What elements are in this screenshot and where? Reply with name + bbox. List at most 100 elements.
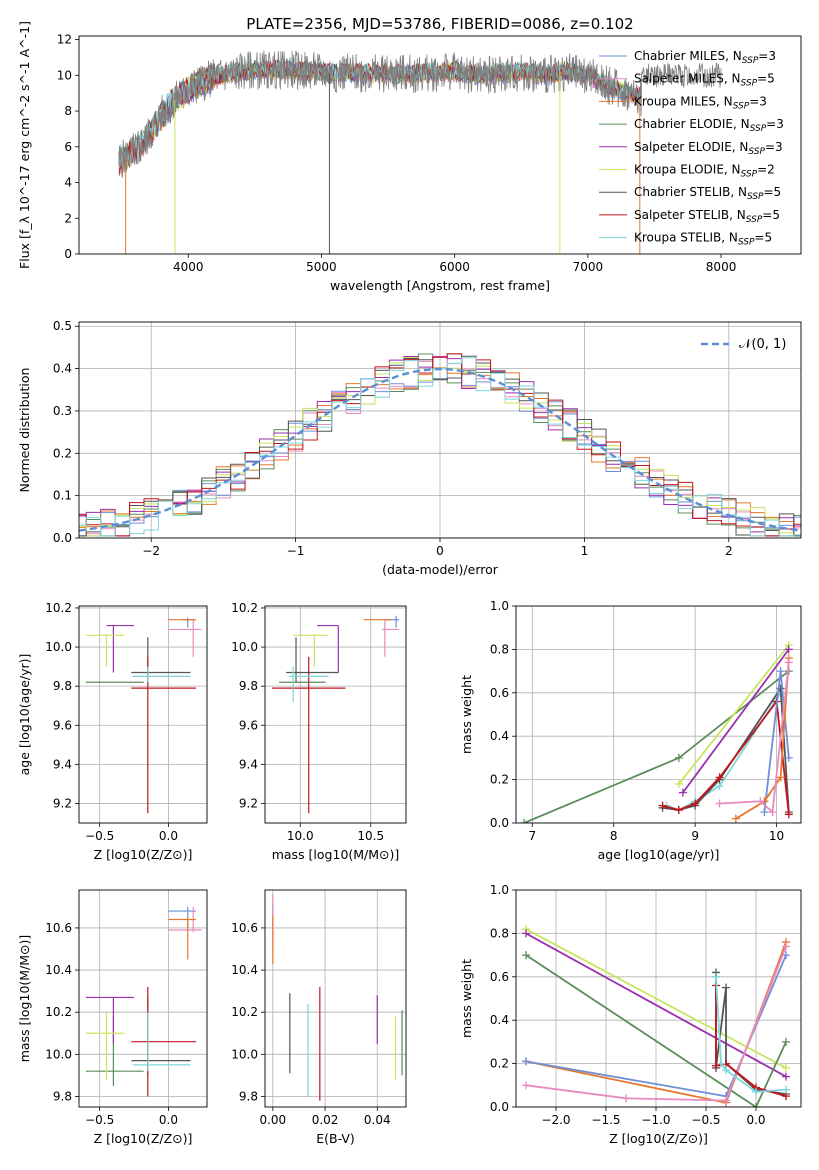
x-tick-label: 7 (528, 829, 536, 843)
y-tick-label: 0.3 (53, 404, 72, 418)
axes-frame (78, 35, 802, 255)
weight-marker (776, 773, 785, 782)
y-tick-label: 0.2 (53, 446, 72, 460)
weight-line-chabrier-elodie (525, 954, 787, 1107)
y-tick-label: 10.6 (231, 921, 258, 935)
x-tick-label: 6000 (439, 260, 470, 274)
panel-mass-vs-EBV: 0.00 0.02 0.04 9.8 10.0 10.2 10.4 10.6 E(B-V) (231, 889, 407, 1146)
panel-mass-vs-Z: −0.5 0.0 9.8 10.0 10.2 10.4 10.6 Z [log10(Z/Z⊙)… (17, 889, 208, 1146)
weight-marker (715, 799, 724, 808)
weight-line-kroupa-elodie (678, 644, 790, 785)
axes-frame (515, 889, 802, 1108)
x-axis-label: age [log10(age/yr)] (598, 847, 720, 862)
weight-line-salpeter-miles (719, 662, 790, 814)
y-tick-label: 0.6 (490, 970, 509, 984)
y-tick-label: 10.0 (231, 640, 258, 654)
x-axis-label: Z [log10(Z/Z⊙)] (609, 1131, 708, 1146)
y-tick-label: 9.6 (53, 718, 72, 732)
legend: Chabrier MILES, NSSP=3 Salpeter MILES, NS… (599, 49, 784, 248)
x-axis-label: Z [log10(Z/Z⊙)] (94, 1131, 193, 1146)
y-tick-label: 9.8 (239, 1089, 258, 1103)
x-tick-label: −0.5 (85, 829, 114, 843)
y-tick-label: 2 (64, 211, 72, 225)
weight-marker (784, 645, 793, 654)
axes-frame (78, 889, 208, 1108)
weight-line-salpeter-elodie (682, 648, 790, 794)
x-tick-label: 8 (610, 829, 618, 843)
weight-marker (715, 773, 724, 782)
weight-marker (756, 797, 765, 806)
y-tick-label: 12 (57, 33, 72, 47)
legend-entry: Salpeter MILES, NSSP=5 (634, 72, 775, 89)
y-tick-label: 10.6 (45, 921, 72, 935)
weight-marker (722, 983, 730, 992)
x-tick-label: 8000 (706, 260, 737, 274)
x-tick-label: 10.0 (287, 829, 314, 843)
plot-area-mass-vs-EBV (265, 890, 406, 1107)
weight-marker (784, 810, 793, 819)
y-tick-label: 6 (64, 140, 72, 154)
x-tick-label: 2 (725, 544, 733, 558)
weight-marker (522, 951, 530, 960)
observed-spectrum (118, 50, 722, 178)
legend-entry: Chabrier STELIB, NSSP=5 (634, 185, 781, 202)
legend-entry: Kroupa MILES, NSSP=3 (634, 94, 767, 111)
y-tick-label: 9.8 (239, 679, 258, 693)
y-tick-label: 9.2 (53, 796, 72, 810)
x-tick-label: 0.0 (159, 829, 178, 843)
x-tick-label: 10.5 (357, 829, 384, 843)
weight-marker (522, 929, 530, 938)
weight-marker (674, 805, 683, 814)
legend-entry: Kroupa ELODIE, NSSP=2 (634, 163, 775, 180)
weight-marker (674, 753, 683, 762)
y-tick-label: 9.6 (239, 718, 258, 732)
x-axis-label: wavelength [Angstrom, rest frame] (330, 278, 550, 293)
y-axis-label: Flux [f_λ 10^-17 erg cm^-2 s^-1 A^-1] (17, 21, 32, 269)
weight-marker (731, 814, 740, 823)
weight-marker (782, 1063, 790, 1072)
weight-marker (622, 1094, 630, 1103)
x-tick-label: −1 (287, 544, 305, 558)
x-tick-label: 5000 (306, 260, 337, 274)
weight-marker (522, 1057, 530, 1066)
plot-area-residuals (79, 322, 801, 538)
x-tick-label: −0.5 (691, 1113, 720, 1127)
y-axis-label: age [log10(age/yr)] (17, 654, 32, 776)
x-axis-label: E(B-V) (316, 1131, 355, 1146)
y-tick-label: 10.0 (45, 1047, 72, 1061)
x-tick-label: 7000 (573, 260, 604, 274)
y-tick-label: 10.0 (231, 1047, 258, 1061)
y-tick-label: 9.4 (53, 757, 72, 771)
panel-age-vs-Z: −0.5 0.0 9.2 9.4 9.6 9.8 10.0 10.2 Z [log10(Z/Z⊙… (17, 601, 208, 862)
x-tick-label: −1.5 (591, 1113, 620, 1127)
weight-line-salpeter-elodie (525, 932, 787, 1078)
y-tick-label: 0.4 (53, 362, 72, 376)
y-tick-label: 0.0 (53, 531, 72, 545)
weight-marker (784, 753, 793, 762)
plot-area-weight-vs-Z (516, 890, 801, 1107)
weight-marker (782, 942, 790, 951)
weight-marker (691, 799, 700, 808)
x-tick-label: −2.0 (541, 1113, 570, 1127)
y-tick-label: 9.4 (239, 757, 258, 771)
y-tick-label: 10.2 (231, 1005, 258, 1019)
figure-title: PLATE=2356, MJD=53786, FIBERID=0086, z=0… (246, 15, 633, 33)
weight-marker (776, 667, 785, 676)
y-tick-label: 10.0 (45, 640, 72, 654)
x-tick-label: 9 (691, 829, 699, 843)
y-tick-label: 0.0 (490, 816, 509, 830)
x-tick-label: 0.00 (259, 1113, 286, 1127)
weight-marker (678, 788, 687, 797)
x-tick-label: 10 (769, 829, 784, 843)
legend-entry: 𝒩(0, 1) (739, 337, 786, 352)
legend-entry: Chabrier ELODIE, NSSP=3 (634, 117, 784, 134)
plot-area-spectrum (118, 50, 722, 254)
y-tick-label: 10 (57, 68, 72, 82)
x-tick-label: −2 (142, 544, 160, 558)
weight-line-salpeter-miles (525, 946, 787, 1102)
y-axis-label: Normed distribution (17, 368, 32, 493)
weight-marker (782, 1072, 790, 1081)
weight-marker (782, 1037, 790, 1046)
y-tick-label: 1.0 (490, 883, 509, 897)
